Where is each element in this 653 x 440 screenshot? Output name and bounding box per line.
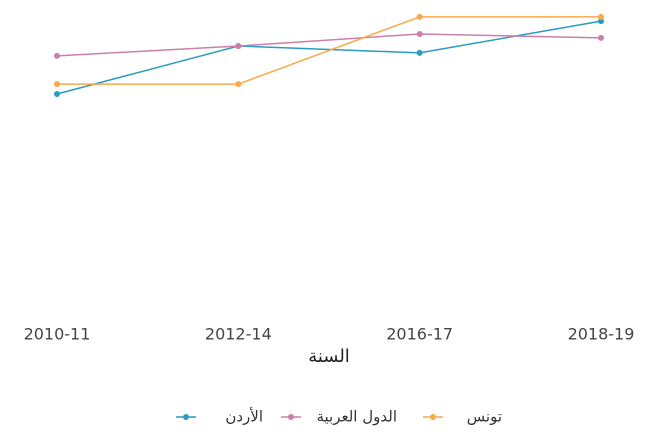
x-axis-title: السنة bbox=[308, 346, 350, 367]
point bbox=[416, 49, 423, 56]
series-line bbox=[56, 33, 602, 57]
x-tick-label: 2010-11 bbox=[24, 325, 91, 344]
point bbox=[54, 52, 60, 59]
point bbox=[416, 13, 423, 20]
legend-marker bbox=[288, 414, 294, 420]
point bbox=[54, 81, 60, 88]
point bbox=[235, 43, 242, 49]
legend-label: تونس bbox=[467, 408, 502, 426]
x-tick-label: 2016-17 bbox=[386, 325, 453, 344]
point bbox=[235, 81, 242, 88]
x-tick-label: 2018-19 bbox=[568, 325, 635, 344]
series-line bbox=[57, 16, 601, 85]
legend-label: الأردن bbox=[225, 407, 263, 426]
x-tick-label: 2012-14 bbox=[205, 325, 272, 344]
series-line bbox=[56, 20, 602, 95]
point bbox=[54, 91, 60, 97]
point bbox=[598, 18, 604, 25]
point bbox=[598, 34, 604, 41]
point bbox=[598, 13, 604, 20]
legend-marker bbox=[430, 414, 436, 420]
legend-marker bbox=[183, 414, 189, 420]
legend-label: الدول العربية bbox=[316, 408, 397, 426]
point bbox=[416, 31, 423, 37]
